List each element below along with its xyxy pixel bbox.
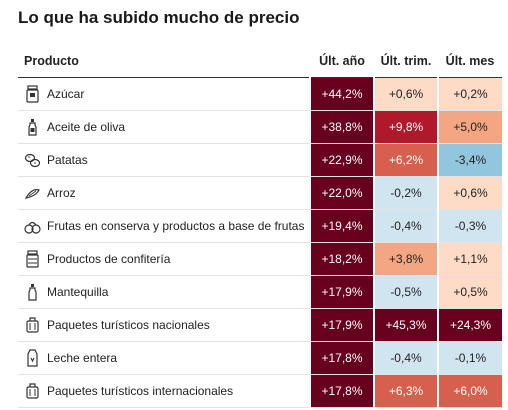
- milk-carton-icon: [24, 349, 41, 367]
- value-cell-last-month: +24,3%: [437, 308, 502, 342]
- value-cell-last-month: +6,0%: [437, 374, 502, 408]
- table-row: Paquetes turísticos internacionales +17,8…: [18, 374, 502, 408]
- product-cell: Paquetes turísticos internacionales: [18, 374, 310, 408]
- header-last-quarter: Últ. trim.: [374, 44, 438, 78]
- value-cell-last-month: +0,2%: [437, 77, 502, 111]
- value-cell-last-quarter: +6,3%: [373, 374, 438, 408]
- product-label: Frutas en conserva y productos a base de…: [47, 219, 305, 233]
- butter-bottle-icon: [24, 283, 41, 301]
- value-cell-last-year: +17,8%: [309, 374, 374, 408]
- header-row: Producto Últ. año Últ. trim. Últ. mes: [18, 44, 502, 78]
- table-row: Leche entera +17,8% -0,4% -0,1%: [18, 341, 502, 375]
- table-row: Paquetes turísticos nacionales +17,9% +45,…: [18, 308, 502, 342]
- suitcase-icon: [24, 382, 41, 400]
- table-row: Frutas en conserva y productos a base de…: [18, 209, 502, 243]
- product-cell: Mantequilla: [18, 275, 310, 309]
- product-label: Patatas: [47, 153, 88, 167]
- value-cell-last-year: +19,4%: [309, 209, 374, 243]
- value-cell-last-year: +44,2%: [309, 77, 374, 111]
- value-cell-last-month: +1,1%: [437, 242, 502, 276]
- value-cell-last-year: +38,8%: [309, 110, 374, 144]
- candy-jar-icon: [24, 250, 41, 268]
- value-cell-last-month: -0,1%: [437, 341, 502, 375]
- table-row: Patatas +22,9% +6,2% -3,4%: [18, 143, 502, 177]
- fruit-icon: [24, 217, 41, 235]
- value-cell-last-quarter: +0,6%: [373, 77, 438, 111]
- product-cell: Patatas: [18, 143, 310, 177]
- table-row: Productos de confitería +18,2% +3,8% +1,1%: [18, 242, 502, 276]
- chart-title: Lo que ha subido mucho de precio: [18, 8, 300, 27]
- value-cell-last-month: -3,4%: [437, 143, 502, 177]
- product-cell: Leche entera: [18, 341, 310, 375]
- rice-icon: [24, 184, 41, 202]
- table-row: Arroz +22,0% -0,2% +0,6%: [18, 176, 502, 210]
- product-cell: Arroz: [18, 176, 310, 210]
- value-cell-last-quarter: +6,2%: [373, 143, 438, 177]
- product-label: Leche entera: [47, 351, 118, 365]
- table-row: Azúcar +44,2% +0,6% +0,2%: [18, 77, 502, 111]
- value-cell-last-month: +5,0%: [437, 110, 502, 144]
- oil-bottle-icon: [24, 118, 41, 136]
- product-cell: Paquetes turísticos nacionales: [18, 308, 310, 342]
- value-cell-last-year: +17,8%: [309, 341, 374, 375]
- value-cell-last-quarter: +45,3%: [373, 308, 438, 342]
- product-label: Azúcar: [47, 87, 85, 101]
- value-cell-last-month: +0,5%: [437, 275, 502, 309]
- product-label: Mantequilla: [47, 285, 109, 299]
- product-label: Paquetes turísticos nacionales: [47, 318, 210, 332]
- value-cell-last-year: +18,2%: [309, 242, 374, 276]
- product-label: Aceite de oliva: [47, 120, 126, 134]
- value-cell-last-quarter: -0,4%: [373, 341, 438, 375]
- value-cell-last-quarter: -0,5%: [373, 275, 438, 309]
- value-cell-last-quarter: -0,2%: [373, 176, 438, 210]
- sugar-jar-icon: [24, 85, 41, 103]
- product-cell: Productos de confitería: [18, 242, 310, 276]
- product-label: Paquetes turísticos internacionales: [47, 384, 234, 398]
- value-cell-last-month: +0,6%: [437, 176, 502, 210]
- value-cell-last-year: +22,0%: [309, 176, 374, 210]
- header-last-month: Últ. mes: [438, 44, 502, 78]
- value-cell-last-quarter: +3,8%: [373, 242, 438, 276]
- table-row: Mantequilla +17,9% -0,5% +0,5%: [18, 275, 502, 309]
- value-cell-last-quarter: +9,8%: [373, 110, 438, 144]
- product-cell: Aceite de oliva: [18, 110, 310, 144]
- value-cell-last-year: +17,9%: [309, 275, 374, 309]
- header-last-year: Últ. año: [310, 44, 374, 78]
- product-cell: Azúcar: [18, 77, 310, 111]
- value-cell-last-quarter: -0,4%: [373, 209, 438, 243]
- suitcase-icon: [24, 316, 41, 334]
- value-cell-last-month: -0,3%: [437, 209, 502, 243]
- header-product: Producto: [18, 44, 310, 78]
- table-body: Azúcar +44,2% +0,6% +0,2% Aceite de oliva +38…: [18, 77, 502, 408]
- product-cell: Frutas en conserva y productos a base de…: [18, 209, 310, 243]
- heatmap-table: Producto Últ. año Últ. trim. Últ. mes Az…: [18, 44, 502, 408]
- product-label: Productos de confitería: [47, 252, 171, 266]
- value-cell-last-year: +17,9%: [309, 308, 374, 342]
- potatoes-icon: [24, 151, 41, 169]
- table-row: Aceite de oliva +38,8% +9,8% +5,0%: [18, 110, 502, 144]
- product-label: Arroz: [47, 186, 76, 200]
- value-cell-last-year: +22,9%: [309, 143, 374, 177]
